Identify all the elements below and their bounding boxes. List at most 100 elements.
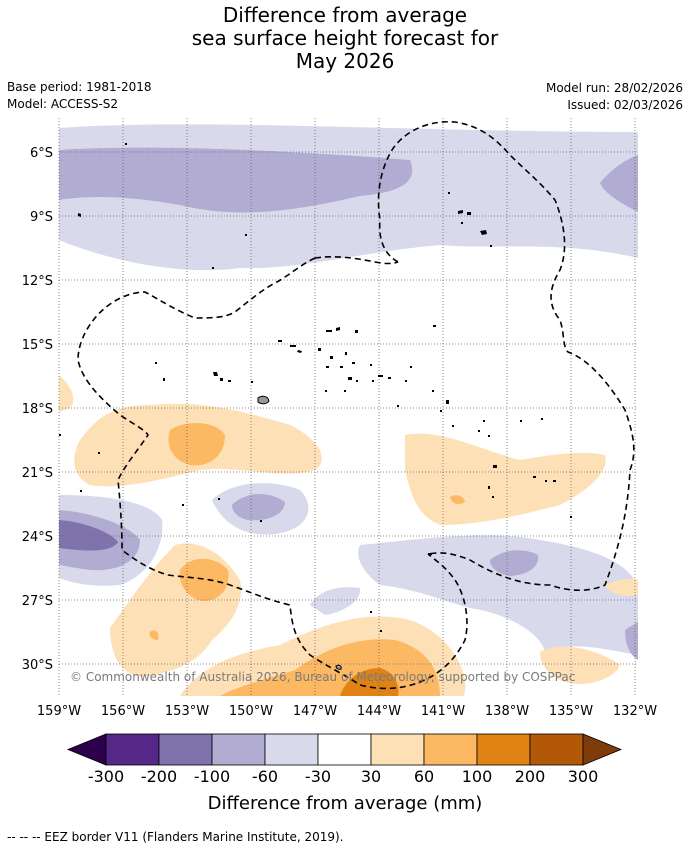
base-period: Base period: 1981-2018 <box>7 80 152 94</box>
island <box>163 378 165 381</box>
island-outlined <box>257 395 270 405</box>
colorbar-tick-label: -30 <box>304 767 332 786</box>
island <box>493 465 497 468</box>
title-line-2: sea surface height forecast for <box>191 26 499 50</box>
anomaly-region-orange-southwest-spot <box>149 630 159 640</box>
island <box>318 348 321 351</box>
island <box>59 434 61 436</box>
lon-tick-label: 156°W <box>101 704 145 719</box>
island <box>541 418 543 420</box>
colorbar-tick-label: 300 <box>567 767 599 786</box>
title-line-3: May 2026 <box>295 49 395 73</box>
island-outlined <box>335 664 342 670</box>
gridlines <box>58 118 638 696</box>
anomaly-region-light-purple-southeast <box>358 535 638 655</box>
colorbar-arrow-low <box>66 733 107 766</box>
island <box>458 210 463 214</box>
lat-tick-label: 15°S <box>22 338 53 353</box>
colorbar-tick-label: -60 <box>251 767 279 786</box>
island <box>352 362 355 364</box>
island <box>370 364 372 366</box>
anomaly-region-orange-east <box>450 495 465 505</box>
islands <box>59 143 572 632</box>
colorbar-bin <box>476 733 531 766</box>
island <box>378 375 383 377</box>
longitude-axis: 159°W 156°W 153°W 150°W 147°W 144°W 141°… <box>37 704 657 719</box>
model-run: Model run: 28/02/2026 <box>545 81 683 95</box>
island <box>452 425 454 427</box>
lat-tick-label: 18°S <box>22 402 53 417</box>
anomaly-region-light-purple-south <box>310 587 361 615</box>
lon-tick-label: 138°W <box>485 704 529 719</box>
island <box>533 476 536 478</box>
latitude-axis: 6°S 9°S 12°S 15°S 18°S 21°S 24°S 27°S 30… <box>22 146 53 673</box>
island <box>405 380 407 382</box>
eez-border-west <box>77 257 468 690</box>
island <box>432 390 434 392</box>
island <box>330 356 333 359</box>
island <box>448 192 450 194</box>
colorbar-tick-label: -100 <box>193 767 231 786</box>
eez-legend: -- -- -- EEZ border V11 (Flanders Marine… <box>7 830 344 844</box>
anomaly-region-purple-center <box>232 494 285 521</box>
lat-tick-label: 6°S <box>30 146 53 161</box>
island <box>290 345 296 347</box>
island <box>212 267 214 269</box>
lon-tick-label: 150°W <box>229 704 273 719</box>
island <box>355 330 358 333</box>
island <box>125 143 127 145</box>
lat-tick-label: 21°S <box>22 466 53 481</box>
colorbar-tick-label: -200 <box>140 767 178 786</box>
island <box>397 405 399 407</box>
lon-tick-label: 135°W <box>549 704 593 719</box>
colorbar-bin <box>264 733 319 766</box>
island <box>356 380 358 382</box>
anomaly-region-light-orange-far-east <box>605 578 638 596</box>
anomaly-region-purple-northeast <box>600 155 638 212</box>
island <box>80 490 82 492</box>
colorbar-tick-label: 100 <box>461 767 493 786</box>
island <box>345 352 347 355</box>
lat-tick-label: 12°S <box>22 274 53 289</box>
lon-tick-label: 159°W <box>37 704 81 719</box>
island <box>545 480 547 482</box>
island <box>218 498 220 500</box>
island <box>553 480 556 482</box>
colorbar-bin <box>317 733 372 766</box>
island <box>488 486 490 489</box>
eez-border-north <box>377 120 635 592</box>
anomaly-region-purple-north <box>59 147 413 213</box>
model-name: Model: ACCESS-S2 <box>7 97 119 111</box>
island <box>478 430 480 432</box>
island <box>155 362 157 364</box>
island <box>492 496 494 498</box>
lon-tick-label: 153°W <box>165 704 209 719</box>
colorbar-tick-label: 30 <box>360 767 382 786</box>
colorbar-tick-label: -300 <box>87 767 125 786</box>
island <box>410 366 412 368</box>
colorbar-title: Difference from average (mm) <box>207 793 483 814</box>
colorbar-arrow-high <box>582 733 623 766</box>
lon-tick-label: 147°W <box>293 704 337 719</box>
colorbar-bin <box>211 733 266 766</box>
island <box>297 350 302 353</box>
island <box>488 435 490 437</box>
lon-tick-label: 144°W <box>357 704 401 719</box>
island <box>340 366 343 368</box>
anomaly-region-darkpurple-west <box>59 520 118 551</box>
island <box>520 420 522 422</box>
island <box>78 213 81 217</box>
colorbar-bin <box>529 733 584 766</box>
lat-tick-label: 24°S <box>22 530 53 545</box>
island <box>380 630 382 632</box>
issued-date: Issued: 02/03/2026 <box>567 98 683 112</box>
island <box>480 230 487 235</box>
anomaly-region-light-orange-west <box>59 375 74 412</box>
anomaly-region-orange-southwest <box>179 558 229 601</box>
lat-tick-label: 9°S <box>30 210 53 225</box>
island <box>245 234 247 236</box>
island <box>220 378 223 381</box>
forecast-field <box>59 124 638 696</box>
anomaly-region-light-orange-southeast <box>540 646 620 685</box>
